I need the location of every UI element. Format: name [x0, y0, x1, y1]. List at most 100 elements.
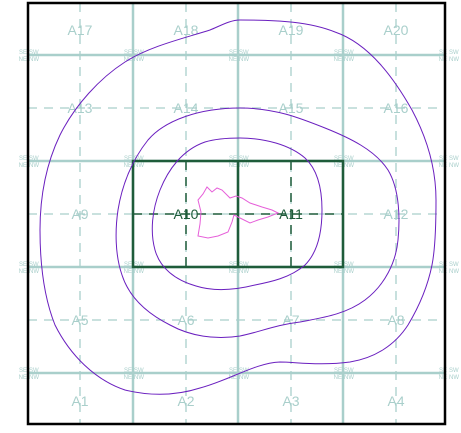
cell-label-a4[interactable]: A4: [387, 393, 404, 409]
corner-sw-label: SW: [344, 156, 354, 162]
cell-label-a19[interactable]: A19: [279, 22, 304, 38]
cell-label-a10[interactable]: A10: [174, 206, 199, 222]
corner-se-label: SE: [334, 156, 342, 162]
cell-label-a8[interactable]: A8: [387, 312, 404, 328]
corner-se-label: SE: [229, 368, 237, 374]
highlighted-cells: [131, 159, 345, 269]
corner-se-label: SE: [19, 156, 27, 162]
corner-nw-label: NW: [239, 375, 249, 381]
corner-se-label: SE: [19, 50, 27, 56]
corner-sw-label: SW: [29, 156, 39, 162]
corner-nw-label: NW: [239, 57, 249, 63]
corner-ne-label: NE: [229, 163, 237, 169]
corner-nw-label: NW: [449, 163, 459, 169]
cell-label-a17[interactable]: A17: [68, 22, 93, 38]
corner-nw-label: NW: [29, 375, 39, 381]
corner-nw-label: NW: [239, 269, 249, 275]
corner-nw-label: NW: [344, 163, 354, 169]
cell-label-a11[interactable]: A11: [279, 206, 303, 222]
corner-sw-label: SW: [449, 156, 459, 162]
corner-sw-label: SW: [239, 368, 249, 374]
corner-nw-label: NW: [344, 375, 354, 381]
corner-sw-label: SW: [29, 262, 39, 268]
corner-ne-label: NE: [229, 375, 237, 381]
corner-sw-label: SW: [449, 50, 459, 56]
cell-label-a7[interactable]: A7: [282, 312, 299, 328]
cell-labels: A17 A18 A19 A20 A13 A14 A15 A16 A9 A10 A11 A12 A5 A6 A…: [68, 22, 409, 409]
corner-ne-label: NE: [124, 269, 132, 275]
corner-se-label: SE: [334, 50, 342, 56]
corner-se-label: SE: [124, 156, 132, 162]
cell-label-a14[interactable]: A14: [174, 100, 199, 116]
cell-label-a13[interactable]: A13: [68, 100, 93, 116]
corner-se-label: SE: [334, 368, 342, 374]
corner-ne-label: NE: [124, 163, 132, 169]
corner-sw-label: SW: [134, 368, 144, 374]
corner-se-label: SE: [439, 50, 447, 56]
core-area: [197, 186, 280, 239]
corner-se-label: SE: [229, 156, 237, 162]
corner-sw-label: SW: [344, 50, 354, 56]
corner-se-label: SE: [124, 368, 132, 374]
corner-se-label: SE: [19, 368, 27, 374]
corner-ne-label: NE: [334, 375, 342, 381]
corner-ne-label: NE: [19, 163, 27, 169]
corner-se-label: SE: [439, 262, 447, 268]
cell-label-a3[interactable]: A3: [282, 393, 299, 409]
contour-outer: [39, 19, 437, 395]
corner-ne-label: NE: [19, 269, 27, 275]
cell-label-a2[interactable]: A2: [177, 393, 194, 409]
cell-label-a20[interactable]: A20: [384, 22, 409, 38]
cell-label-a16[interactable]: A16: [384, 100, 409, 116]
corner-sw-label: SW: [344, 368, 354, 374]
corner-nw-label: NW: [29, 57, 39, 63]
corner-sw-label: SW: [449, 368, 459, 374]
cell-label-a6[interactable]: A6: [177, 312, 194, 328]
cell-label-a15[interactable]: A15: [279, 100, 304, 116]
corner-nw-label: NW: [344, 269, 354, 275]
cell-label-a1[interactable]: A1: [71, 393, 88, 409]
corner-nw-label: NW: [134, 375, 144, 381]
corner-se-label: SE: [229, 50, 237, 56]
cell-label-a9[interactable]: A9: [71, 206, 88, 222]
contour-middle: [115, 107, 400, 338]
cell-label-a5[interactable]: A5: [71, 312, 88, 328]
corner-nw-label: NW: [29, 269, 39, 275]
corner-se-label: SE: [439, 156, 447, 162]
corner-se-label: SE: [334, 262, 342, 268]
corner-ne-label: NE: [124, 375, 132, 381]
corner-nw-label: NW: [134, 57, 144, 63]
corner-ne-label: NE: [439, 269, 447, 275]
map-frame: [26, 1, 447, 426]
cell-label-a12[interactable]: A12: [384, 206, 409, 222]
corner-ne-label: NE: [334, 57, 342, 63]
corner-se-label: SE: [229, 262, 237, 268]
corner-nw-label: NW: [449, 375, 459, 381]
corner-ne-label: NE: [439, 57, 447, 63]
cell-label-a18[interactable]: A18: [174, 22, 199, 38]
corner-ne-label: NE: [334, 163, 342, 169]
corner-nw-label: NW: [239, 163, 249, 169]
corner-ne-label: NE: [229, 269, 237, 275]
contour-lines: [39, 19, 437, 395]
corner-nw-label: NW: [134, 269, 144, 275]
corner-ne-label: NE: [229, 57, 237, 63]
corner-se-label: SE: [124, 50, 132, 56]
